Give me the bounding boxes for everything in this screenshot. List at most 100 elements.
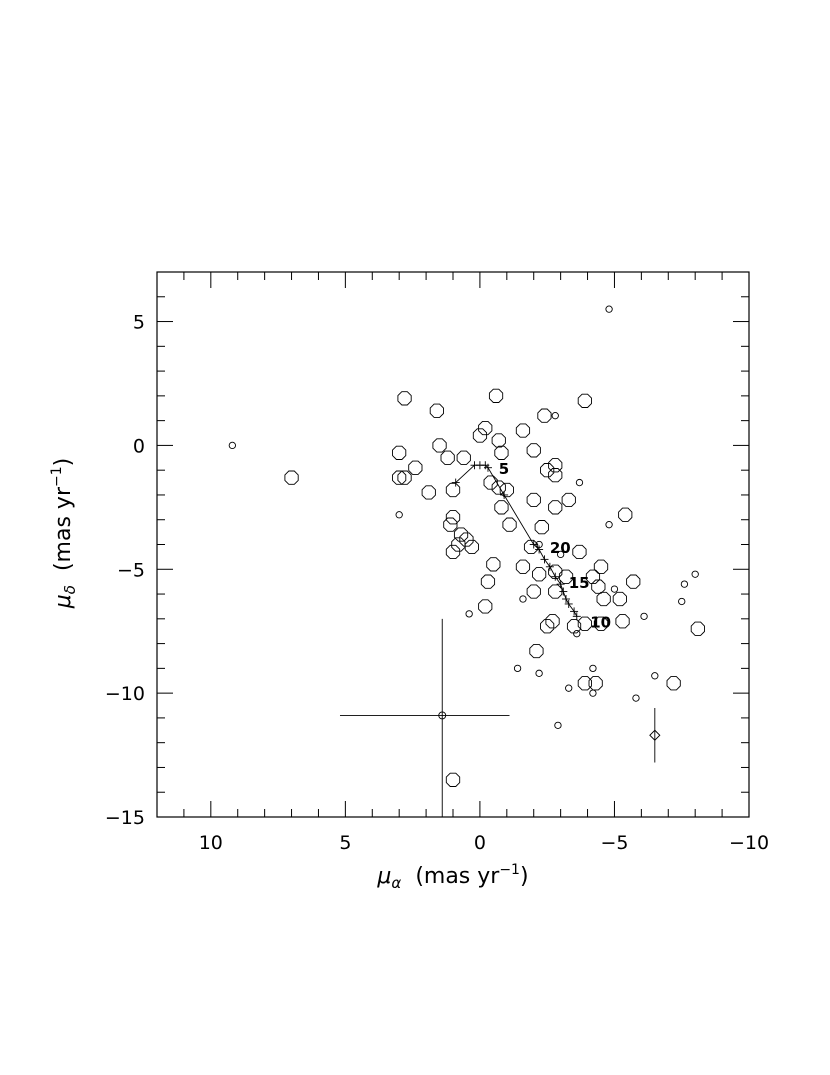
track-marker [451, 478, 460, 487]
point-small [573, 630, 581, 638]
point-large [445, 772, 461, 787]
point-large [491, 433, 506, 448]
point-large [515, 423, 531, 438]
y-tick-label: −15 [105, 807, 145, 829]
point-large [596, 591, 611, 607]
point-large [451, 537, 466, 552]
point-small [651, 672, 659, 680]
track-label: 5 [499, 460, 509, 478]
point-large [284, 470, 299, 485]
point-large [588, 676, 603, 691]
point-large [618, 507, 633, 522]
track-marker [535, 545, 544, 554]
track-marker [540, 555, 549, 564]
point-diamond [649, 729, 661, 741]
point-large [572, 544, 587, 560]
y-axis-label: μδ(mas yr−1) [49, 458, 79, 609]
point-large [440, 450, 455, 465]
y-tick-label: 0 [133, 435, 145, 457]
point-large [443, 517, 458, 532]
point-large [392, 470, 407, 485]
point-large [566, 619, 582, 634]
point-small [551, 412, 559, 420]
x-tick-label: −10 [729, 832, 769, 854]
axis-ticks [156, 271, 750, 818]
point-large [558, 569, 574, 584]
point-small [465, 610, 473, 618]
point-large [453, 527, 469, 542]
track-marker [562, 595, 571, 603]
point-large [540, 463, 555, 478]
point-large [392, 445, 407, 460]
data-points [228, 305, 705, 817]
point-large [526, 492, 541, 508]
point-large [526, 584, 541, 599]
track-marker [500, 490, 509, 499]
point-small [632, 694, 640, 702]
point-large [494, 445, 509, 460]
point-large [456, 450, 471, 465]
point-large [545, 614, 560, 629]
point-small [589, 689, 597, 697]
point-small [556, 550, 565, 559]
point-highlight-circle [438, 711, 447, 720]
point-large [429, 403, 444, 418]
point-large [432, 438, 447, 453]
track-marker [564, 599, 573, 608]
point-large [483, 475, 498, 490]
point-small [575, 478, 584, 487]
point-large [548, 500, 563, 515]
point-large [491, 480, 506, 495]
point-large [515, 559, 531, 574]
x-tick-label: 0 [474, 832, 486, 854]
x-tick-label: −5 [600, 832, 628, 854]
y-tick-label: 5 [133, 312, 145, 334]
point-large [499, 482, 514, 498]
point-large [548, 458, 563, 473]
point-small [519, 595, 527, 603]
point-small [605, 521, 613, 529]
point-small [610, 585, 619, 593]
point-small [680, 580, 689, 588]
point-large [577, 676, 592, 691]
point-large [445, 544, 461, 560]
point-large [459, 532, 474, 547]
point-large [626, 574, 641, 589]
point-small [535, 669, 543, 677]
point-large [561, 492, 576, 508]
track-marker [556, 580, 565, 589]
point-small [589, 664, 597, 673]
point-large [486, 557, 501, 572]
point-large [526, 443, 541, 458]
track-label: 15 [569, 574, 590, 592]
point-small [605, 305, 613, 313]
track-marker [570, 607, 579, 616]
point-large [577, 616, 592, 631]
point-large [478, 599, 493, 614]
point-large [548, 468, 563, 483]
point-large [577, 393, 592, 408]
point-large [540, 619, 555, 634]
point-large [666, 676, 681, 691]
point-large [612, 591, 627, 607]
point-large [445, 510, 461, 525]
point-large [593, 616, 609, 631]
point-large [397, 470, 412, 485]
point-large [532, 567, 547, 582]
point-large [690, 621, 705, 636]
point-large [529, 643, 544, 659]
point-small [678, 597, 686, 606]
track-marker [572, 612, 581, 621]
point-small [640, 612, 648, 620]
track-marker [551, 572, 560, 581]
point-small [554, 721, 562, 729]
track-label: 10 [590, 614, 611, 632]
point-large [537, 408, 552, 423]
point-large [593, 559, 609, 574]
track-labels: 5 20 15 10 [499, 460, 611, 632]
point-large [488, 388, 504, 403]
point-small [565, 684, 573, 692]
point-small [228, 441, 236, 450]
x-axis-label: μα (mas yr−1) [376, 862, 528, 892]
point-large [502, 517, 517, 532]
